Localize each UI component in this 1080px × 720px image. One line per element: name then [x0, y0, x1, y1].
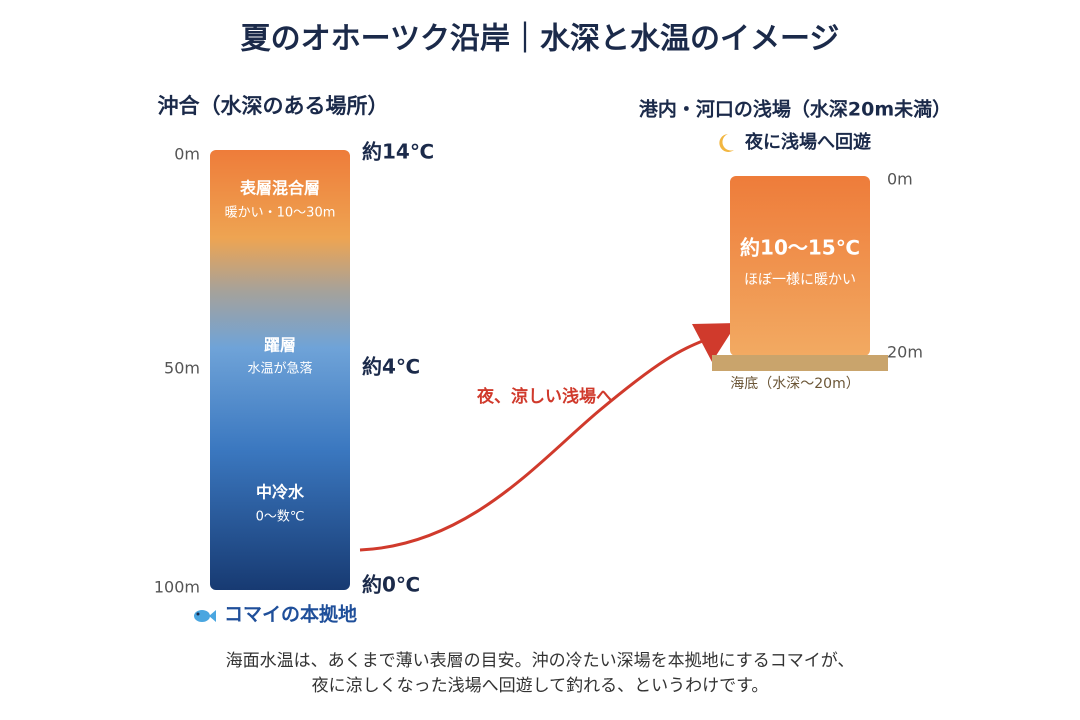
temp-label: 約14℃ [362, 140, 434, 164]
layer-name: 躍層 [264, 336, 296, 355]
layer-note: 暖かい・10〜30m [225, 206, 336, 221]
migration-arrow [359, 338, 706, 552]
moon-icon [719, 134, 734, 152]
layer-note: 0〜数℃ [256, 510, 305, 525]
shallow-caption: 夜に浅場へ回遊 [744, 131, 871, 153]
depth-label: 0m [887, 170, 913, 189]
arrow-label: 夜、涼しい浅場へ [476, 386, 613, 407]
fish-icon [194, 610, 216, 622]
depth-label: 100m [154, 578, 200, 597]
arrow-head [692, 323, 737, 362]
footer-line: 海面水温は、あくまで薄い表層の目安。沖の冷たい深場を本拠地にするコマイが、 [226, 651, 855, 671]
offshore-caption: コマイの本拠地 [224, 603, 357, 626]
temp-label: 約0℃ [362, 573, 420, 597]
offshore-column [210, 150, 350, 590]
footer-line: 夜に涼しくなった浅場へ回遊して釣れる、というわけです。 [312, 676, 769, 696]
temp-label: 約4℃ [362, 355, 420, 379]
depth-label: 20m [887, 343, 923, 362]
layer-note: 水温が急落 [247, 362, 312, 377]
seabed [712, 355, 888, 371]
layer-name: 表層混合層 [239, 179, 320, 198]
depth-label: 0m [174, 145, 200, 164]
shallow-temp: 約10〜15℃ [740, 236, 860, 260]
shallow-note: ほぼ一様に暖かい [744, 272, 856, 288]
title: 夏のオホーツク沿岸｜水深と水温のイメージ [241, 22, 840, 57]
shallow-block [730, 176, 870, 356]
shallow-heading: 港内・河口の浅場（水深20m未満） [639, 98, 951, 121]
layer-name: 中冷水 [256, 483, 305, 502]
offshore-heading: 沖合（水深のある場所） [158, 94, 389, 118]
depth-label: 50m [164, 359, 200, 378]
seabed-label: 海底（水深〜20m） [730, 376, 859, 392]
